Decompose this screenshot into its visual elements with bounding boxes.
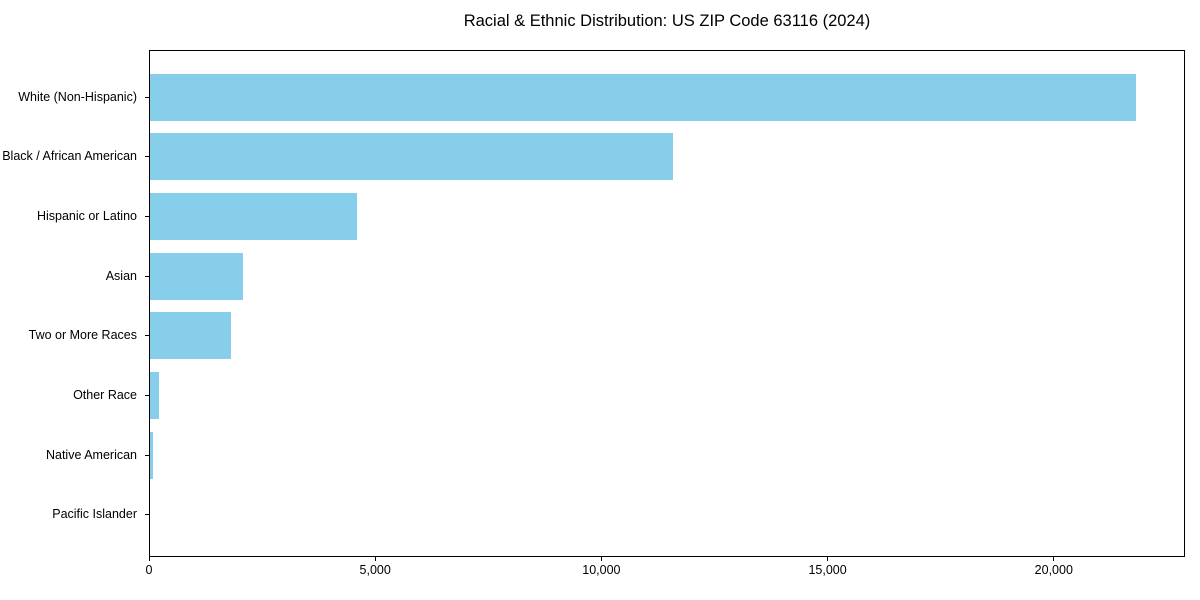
x-tick-label: 0 <box>145 563 153 577</box>
y-tick-label: Black / African American <box>2 149 137 164</box>
x-tick-mark <box>374 557 376 561</box>
x-tick-label: 10,000 <box>582 563 621 577</box>
x-tick-label: 5,000 <box>359 563 391 577</box>
x-tick-mark <box>148 557 150 561</box>
bar <box>150 312 231 360</box>
y-tick-mark <box>145 335 149 337</box>
bar <box>150 372 160 419</box>
y-tick-mark <box>145 454 149 456</box>
bar <box>150 431 153 479</box>
y-tick-label: Hispanic or Latino <box>36 208 137 223</box>
y-tick-label: Other Race <box>73 388 137 402</box>
x-tick-label: 20,000 <box>1034 563 1073 577</box>
plot-area <box>149 50 1185 557</box>
y-tick-mark <box>145 215 149 217</box>
y-tick-mark <box>145 96 149 98</box>
y-tick-label: Asian <box>105 268 137 283</box>
y-tick-mark <box>145 395 149 396</box>
bar <box>150 133 673 181</box>
y-tick-label: White (Non-Hispanic) <box>18 89 137 104</box>
chart-title: Racial & Ethnic Distribution: US ZIP Cod… <box>463 12 871 30</box>
bar <box>150 252 243 300</box>
y-tick-label: Native American <box>45 447 137 462</box>
bar <box>150 73 1137 121</box>
bar <box>150 192 358 240</box>
x-tick-mark <box>1053 557 1055 561</box>
y-tick-mark <box>145 156 149 158</box>
x-tick-mark <box>827 557 829 561</box>
x-tick-mark <box>600 557 602 561</box>
y-tick-label: Pacific Islander <box>52 507 137 522</box>
y-tick-label: Two or More Races <box>28 328 137 343</box>
y-tick-mark <box>145 514 149 516</box>
x-tick-label: 15,000 <box>808 563 847 577</box>
y-tick-mark <box>145 275 149 277</box>
